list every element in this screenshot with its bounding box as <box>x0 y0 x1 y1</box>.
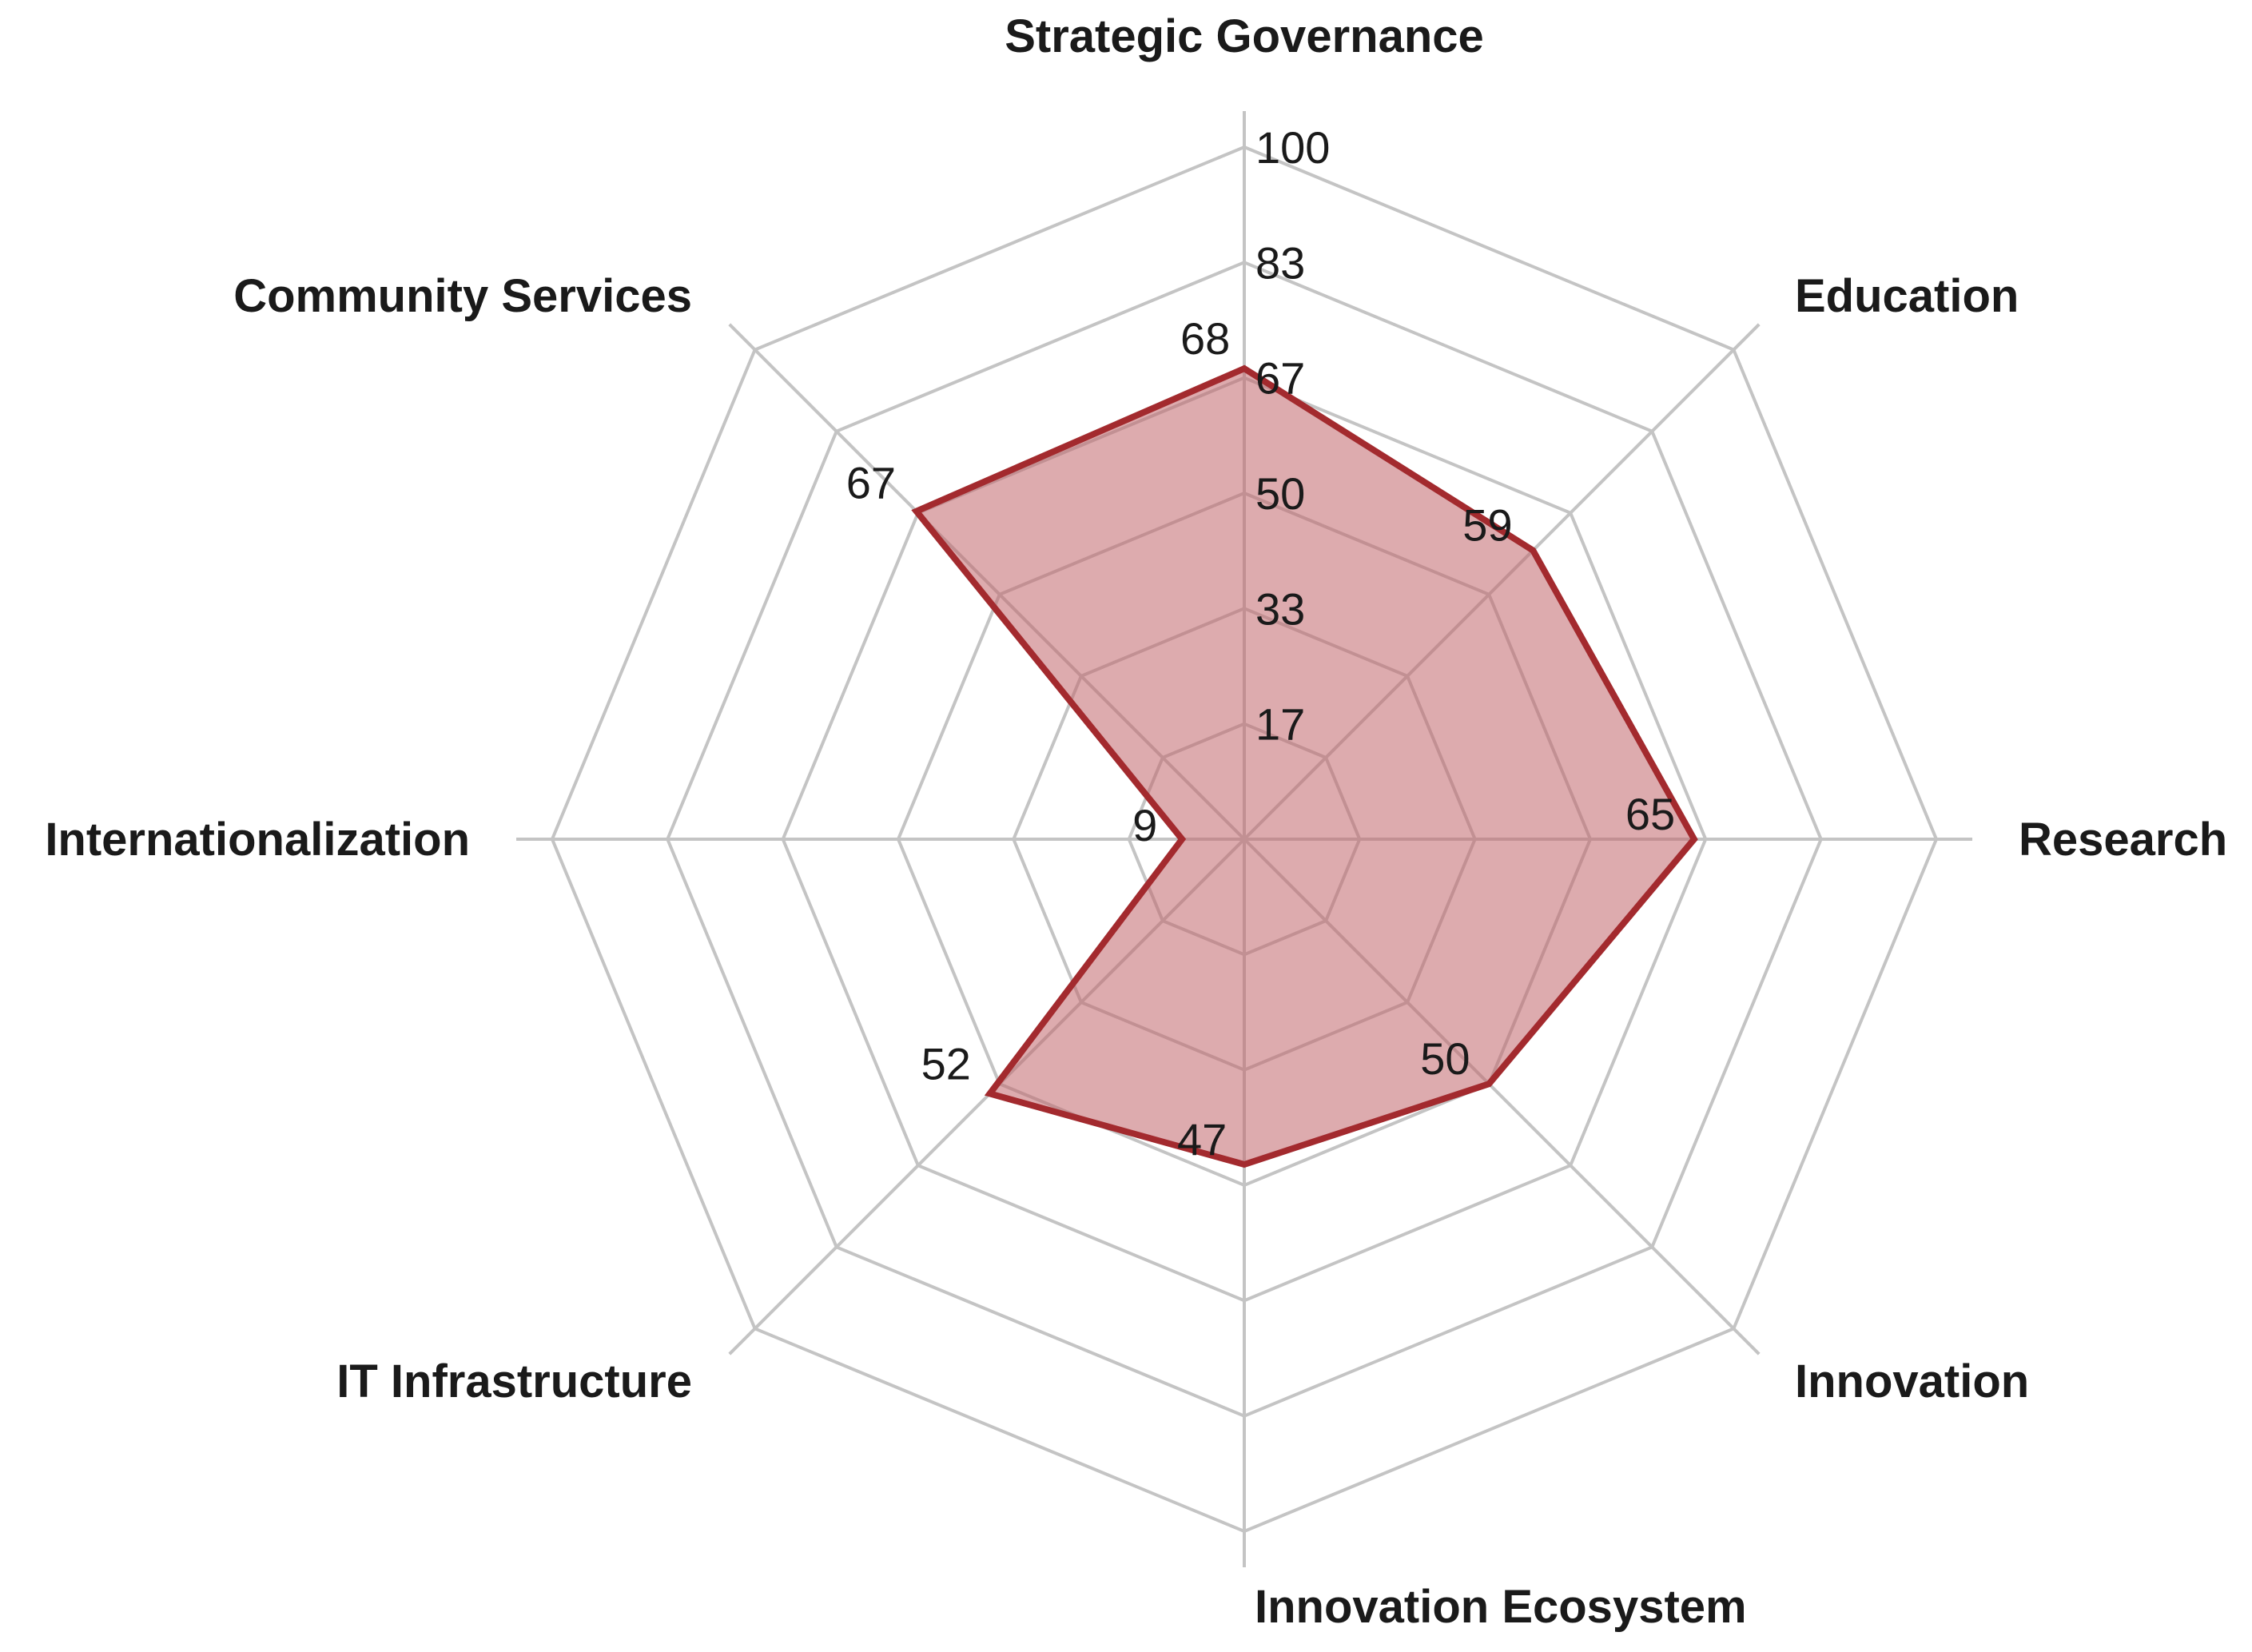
radial-tick-33: 33 <box>1255 583 1305 634</box>
category-label-it-infrastructure: IT Infrastructure <box>336 1355 692 1407</box>
data-label-community-services: 67 <box>846 458 896 508</box>
category-label-layer: Strategic Governance Education Research Inn… <box>45 10 2227 1633</box>
radial-tick-100: 100 <box>1255 122 1330 173</box>
data-label-it-infrastructure: 52 <box>921 1038 971 1089</box>
data-label-education: 59 <box>1462 500 1512 551</box>
radial-tick-67: 67 <box>1255 353 1305 404</box>
data-label-layer: 68 59 65 50 47 52 9 67 <box>846 313 1675 1164</box>
tick-label-layer: 17 33 50 67 83 100 <box>1255 122 1330 750</box>
category-label-research: Research <box>2019 814 2227 866</box>
series-layer <box>911 364 1698 1168</box>
data-label-innovation: 50 <box>1420 1033 1470 1084</box>
category-label-community-services: Community Services <box>233 270 692 322</box>
radial-tick-50: 50 <box>1255 468 1305 519</box>
series-area-score <box>911 364 1698 1168</box>
data-label-innovation-ecosystem: 47 <box>1177 1114 1227 1164</box>
category-label-innovation-ecosystem: Innovation Ecosystem <box>1255 1581 1747 1633</box>
category-label-innovation: Innovation <box>1795 1355 2029 1407</box>
data-label-strategic-governance: 68 <box>1180 313 1230 364</box>
category-label-strategic-governance: Strategic Governance <box>1005 10 1484 62</box>
radial-tick-83: 83 <box>1255 237 1305 288</box>
category-label-education: Education <box>1795 270 2019 322</box>
category-label-internationalization: Internationalization <box>45 814 470 866</box>
data-label-internationalization: 9 <box>1132 800 1157 850</box>
data-label-research: 65 <box>1625 789 1675 839</box>
radial-tick-17: 17 <box>1255 699 1305 750</box>
